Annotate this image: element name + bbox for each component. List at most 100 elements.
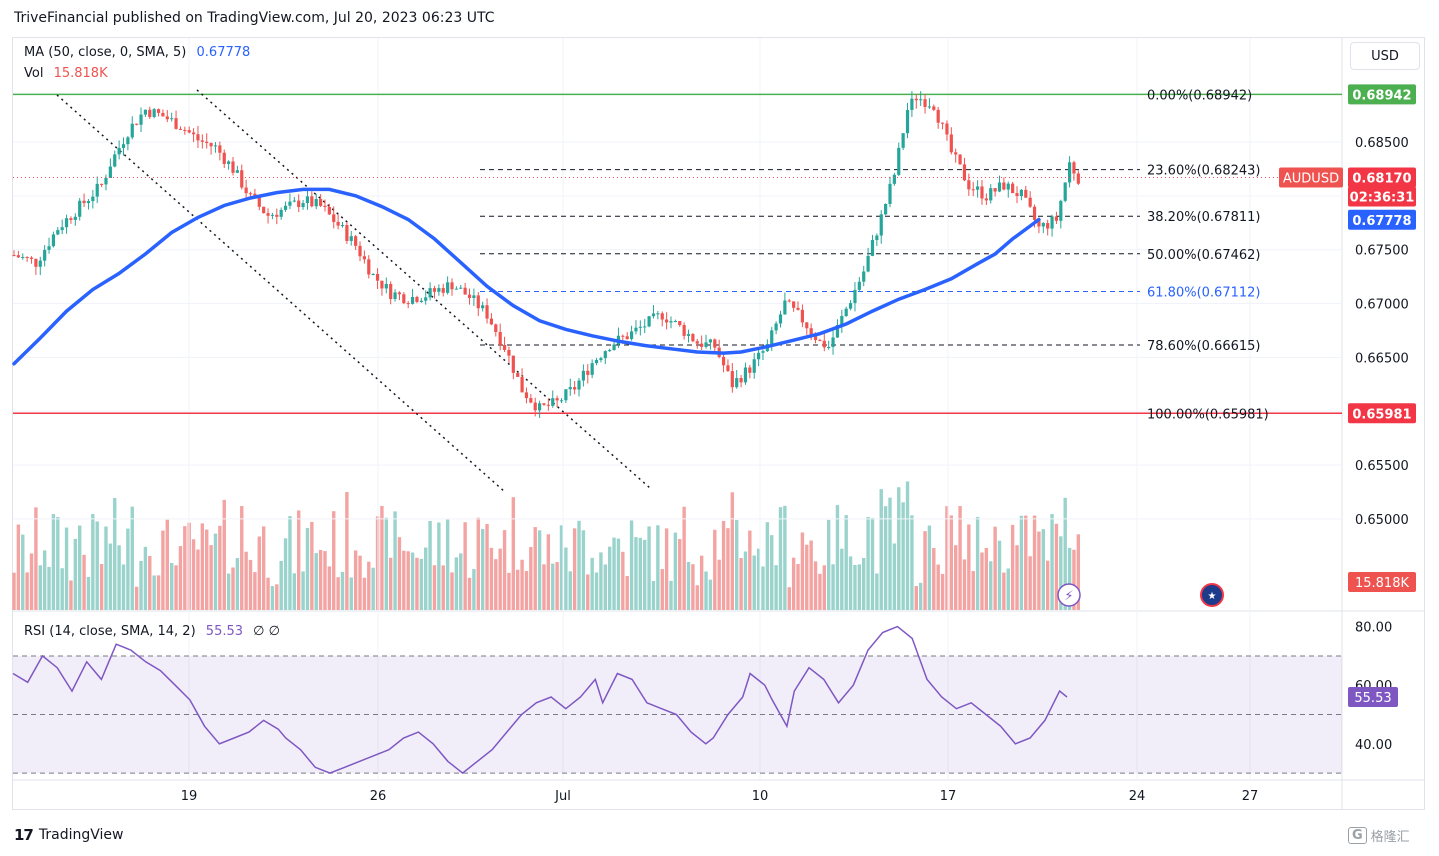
candle-body (432, 288, 437, 292)
tradingview-footer[interactable]: 17 TradingView (14, 826, 123, 844)
candle-body (599, 358, 603, 360)
volume-bar (240, 506, 244, 610)
time-tick-label: 10 (752, 789, 769, 804)
volume-bar (507, 572, 511, 610)
candle-body (805, 322, 809, 329)
volume-bar (656, 525, 660, 610)
volume-bar (901, 502, 905, 610)
vol-legend-value: 15.818K (53, 66, 108, 81)
volume-bar (231, 567, 235, 610)
candle-body (800, 309, 804, 323)
candle-body (262, 206, 266, 214)
candle-body (100, 183, 104, 185)
candle-body (459, 287, 463, 289)
candle-body (117, 147, 121, 155)
candle-body (608, 350, 612, 352)
candle-body (713, 339, 717, 348)
volume-bar (327, 566, 332, 610)
ma-legend[interactable]: MA (50, close, 0, SMA, 5) 0.67778 (24, 45, 250, 60)
volume-bar (835, 505, 840, 610)
time-tick-label: 26 (370, 789, 387, 804)
volume-bar (932, 547, 936, 610)
lightning-event-icon[interactable] (1057, 583, 1081, 607)
candle-body (47, 246, 51, 250)
volume-bar (494, 559, 498, 610)
candle-body (1076, 173, 1080, 184)
volume-bar (923, 531, 927, 610)
volume-bar (840, 548, 844, 610)
australia-flag-icon[interactable] (1200, 583, 1224, 607)
candle-body (73, 216, 77, 220)
volume-bar (29, 553, 34, 610)
candlesticks (12, 91, 1080, 418)
volume-bar (875, 573, 879, 610)
volume-bar (213, 533, 218, 610)
candle-body (472, 295, 476, 298)
candle-body (1072, 162, 1076, 174)
volume-badge-text: 15.818K (1355, 576, 1409, 591)
price-tick-label: 0.65000 (1355, 513, 1409, 528)
channel-line-upper (196, 89, 651, 489)
volume-bar (927, 525, 932, 610)
volume-bar (699, 555, 704, 610)
candle-body (113, 154, 117, 167)
candle-body (12, 255, 16, 257)
volume-bar (432, 565, 437, 610)
volume-bar (121, 564, 126, 610)
vol-legend[interactable]: Vol 15.818K (24, 66, 108, 81)
candle-body (984, 198, 988, 201)
currency-button[interactable]: USD (1350, 42, 1420, 70)
candle-body (1067, 162, 1072, 183)
candle-body (178, 128, 183, 130)
candle-body (1050, 216, 1054, 229)
volume-bar (472, 569, 476, 610)
volume-bar (857, 564, 862, 610)
volume-bar (388, 557, 393, 610)
ma-legend-value: 0.67778 (196, 45, 251, 60)
volume-bar (831, 564, 835, 610)
candle-body (213, 145, 218, 147)
volume-bar (726, 528, 730, 610)
volume-bar (349, 577, 353, 610)
candle-body (454, 288, 458, 290)
volume-bar (800, 532, 805, 610)
candle-body (257, 197, 261, 207)
volume-bar (647, 526, 651, 610)
candle-body (200, 140, 204, 142)
time-tick-label: 27 (1242, 789, 1259, 804)
candle-body (507, 349, 511, 356)
candle-body (60, 227, 64, 231)
candle-body (735, 377, 739, 388)
candle-body (345, 225, 349, 241)
volume-bar (778, 507, 783, 610)
volume-bar (761, 566, 765, 610)
candle-body (757, 352, 761, 360)
candle-body (174, 118, 178, 129)
volume-bar (686, 562, 691, 610)
candle-body (481, 305, 485, 309)
candle-body (905, 109, 910, 134)
candle-body (354, 236, 358, 246)
volume-bar (669, 580, 673, 610)
price-badge-text: 0.68170 (1352, 172, 1411, 187)
volume-bar (905, 481, 910, 610)
time-tick-label: Jul (554, 789, 571, 804)
volume-bar (783, 505, 787, 610)
candle-body (647, 316, 651, 327)
candle-body (227, 161, 231, 164)
volume-bar (967, 524, 971, 610)
rsi-legend-value: 55.53 (205, 624, 244, 639)
volume-bar (599, 552, 603, 610)
volume-bar (634, 537, 638, 610)
candle-body (546, 404, 550, 406)
candle-body (643, 326, 647, 328)
volume-bar (130, 506, 134, 610)
candle-body (25, 256, 29, 258)
candle-body (275, 214, 279, 217)
rsi-legend[interactable]: RSI (14, close, SMA, 14, 2) 55.53 ∅ ∅ (24, 624, 280, 639)
volume-bar (713, 529, 717, 610)
volume-bar (564, 547, 568, 610)
volume-bar (283, 538, 288, 610)
vol-legend-label: Vol (24, 66, 44, 81)
